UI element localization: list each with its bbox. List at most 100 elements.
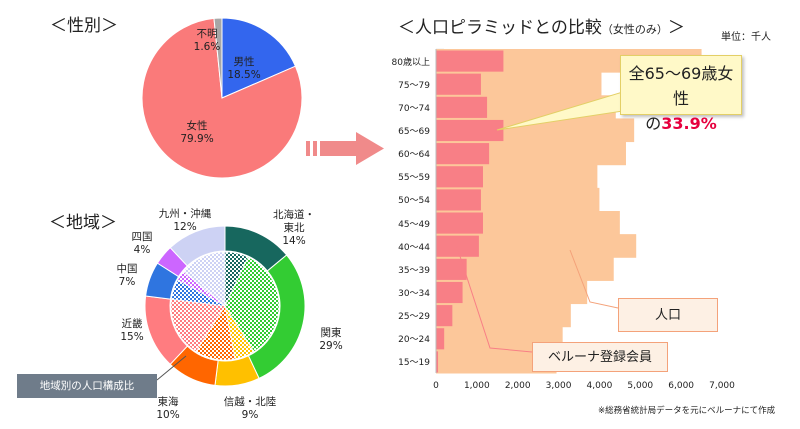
member-bar <box>436 212 483 234</box>
region-label-shikoku-name: 四国 <box>131 231 153 243</box>
y-tick-label: 35～39 <box>398 265 430 276</box>
y-tick-label: 50～54 <box>398 196 430 207</box>
y-tick-label: 55～59 <box>398 173 430 184</box>
callout-prefix: の <box>645 114 662 133</box>
y-tick-label: 70～74 <box>398 103 430 114</box>
region-label-kinki-name: 近畿 <box>121 318 143 330</box>
region-label-hokkaido: 北海道・東北 14% <box>268 209 320 248</box>
member-bar <box>436 143 490 165</box>
region-inner-slice-kinki <box>170 298 226 353</box>
member-bar <box>436 189 481 211</box>
gender-label-unknown-value: 1.6% <box>193 41 221 53</box>
region-inner-slice-kyushu <box>182 251 226 307</box>
region-label-hokkaido-value: 14% <box>282 235 306 247</box>
y-tick-label: 25～29 <box>398 312 430 323</box>
x-tick-label: 3,000 <box>545 381 572 391</box>
y-tick-label: 40～44 <box>398 242 430 253</box>
callout-box: 全65～69歳女性 の33.9% <box>620 55 742 133</box>
region-label-shikoku: 四国 4% <box>127 231 157 257</box>
y-tick-label: 30～34 <box>398 289 430 299</box>
population-bar <box>436 303 571 328</box>
x-tick-label: 6,000 <box>668 381 695 391</box>
region-label-chugoku-name: 中国 <box>116 263 138 275</box>
gender-label-unknown: 不明 1.6% <box>192 28 222 54</box>
right-arrow-icon <box>306 132 384 165</box>
gender-slice-unknown <box>213 17 223 99</box>
x-tick-label: 1,000 <box>463 381 490 391</box>
pyramid-title: ＜人口ピラミッドとの比較（女性のみ）＞ <box>398 13 685 38</box>
member-bar <box>436 73 481 95</box>
legend-population-leader <box>569 249 619 309</box>
pyramid-title-main: ＜人口ピラミッドとの比較 <box>398 18 602 38</box>
gender-label-female-value: 79.9% <box>180 133 214 145</box>
region-label-tokai-value: 10% <box>156 409 180 421</box>
gender-label-unknown-name: 不明 <box>196 28 218 40</box>
member-bar <box>436 235 479 257</box>
region-inner-ring-note: 地域別の人口構成比 <box>17 374 157 398</box>
legend-members: ベルーナ登録会員 <box>532 342 668 372</box>
member-bar <box>436 96 488 118</box>
region-label-shinetsu-name: 信越・北陸 <box>223 396 277 408</box>
gender-title: ＜性別＞ <box>50 16 118 36</box>
y-tick-label: 20～24 <box>398 335 430 346</box>
region-note-leader <box>156 355 187 381</box>
region-label-kyushu-value: 12% <box>173 221 197 233</box>
population-bar <box>436 349 557 374</box>
region-label-kinki: 近畿 15% <box>116 318 148 344</box>
gender-label-female-name: 女性 <box>186 120 208 132</box>
gender-label-male-value: 18.5% <box>227 69 261 81</box>
region-label-kyushu: 九州・沖縄 12% <box>158 208 212 234</box>
region-label-shikoku-value: 4% <box>133 244 151 256</box>
source-note: ※総務省統計局データを元にベルーナにて作成 <box>598 406 776 416</box>
gender-slice-female <box>141 17 303 179</box>
y-tick-label: 65～69 <box>398 127 430 137</box>
gender-label-female: 女性 79.9% <box>179 120 215 146</box>
region-label-hokkaido-name: 北海道・東北 <box>273 209 315 234</box>
region-label-kanto-value: 29% <box>319 340 343 352</box>
legend-members-leader <box>455 243 533 353</box>
member-bar <box>436 119 504 142</box>
region-slice-kyushu <box>169 225 226 267</box>
y-tick-label: 60～64 <box>398 150 430 161</box>
member-bar <box>436 166 483 188</box>
pyramid-title-sub: （女性のみ） <box>601 23 668 36</box>
x-tick-label: 5,000 <box>627 381 654 391</box>
x-tick-label: 7,000 <box>709 381 735 391</box>
region-label-kyushu-name: 九州・沖縄 <box>158 208 212 220</box>
unit-label: 単位：千人 <box>721 32 771 43</box>
member-bar <box>436 50 504 72</box>
gender-slice-male <box>221 17 297 99</box>
gender-label-male: 男性 18.5% <box>227 56 261 82</box>
y-tick-label: 75～79 <box>398 80 430 91</box>
x-tick-label: 4,000 <box>586 381 613 391</box>
y-tick-label: 15～19 <box>398 358 430 369</box>
gender-label-male-name: 男性 <box>233 56 255 68</box>
y-tick-label: 45～49 <box>398 219 430 230</box>
region-label-tokai-name: 東海 <box>157 396 179 408</box>
region-label-chugoku: 中国 7% <box>112 263 142 289</box>
member-bar <box>436 258 467 280</box>
population-bar <box>436 257 614 281</box>
legend-population: 人口 <box>618 298 718 332</box>
x-tick-label: 0 <box>433 381 439 391</box>
population-bar <box>436 326 563 351</box>
callout-line1: 全65～69歳女性 <box>628 64 734 108</box>
member-bar <box>436 281 463 304</box>
callout-value: 33.9% <box>661 114 717 133</box>
region-title: ＜地域＞ <box>49 213 117 233</box>
region-label-kinki-value: 15% <box>120 331 144 343</box>
population-bar <box>436 234 637 258</box>
region-label-kanto-name: 関東 <box>320 327 342 339</box>
region-label-chugoku-value: 7% <box>118 276 136 288</box>
member-bar <box>436 305 453 327</box>
region-label-kanto: 関東 29% <box>316 327 346 353</box>
pyramid-title-close: ＞ <box>667 18 685 38</box>
region-inner-slice-kanto <box>224 256 280 353</box>
x-tick-label: 2,000 <box>504 381 531 391</box>
region-label-tokai: 東海 10% <box>152 396 184 422</box>
region-label-shinetsu-value: 9% <box>241 409 259 421</box>
